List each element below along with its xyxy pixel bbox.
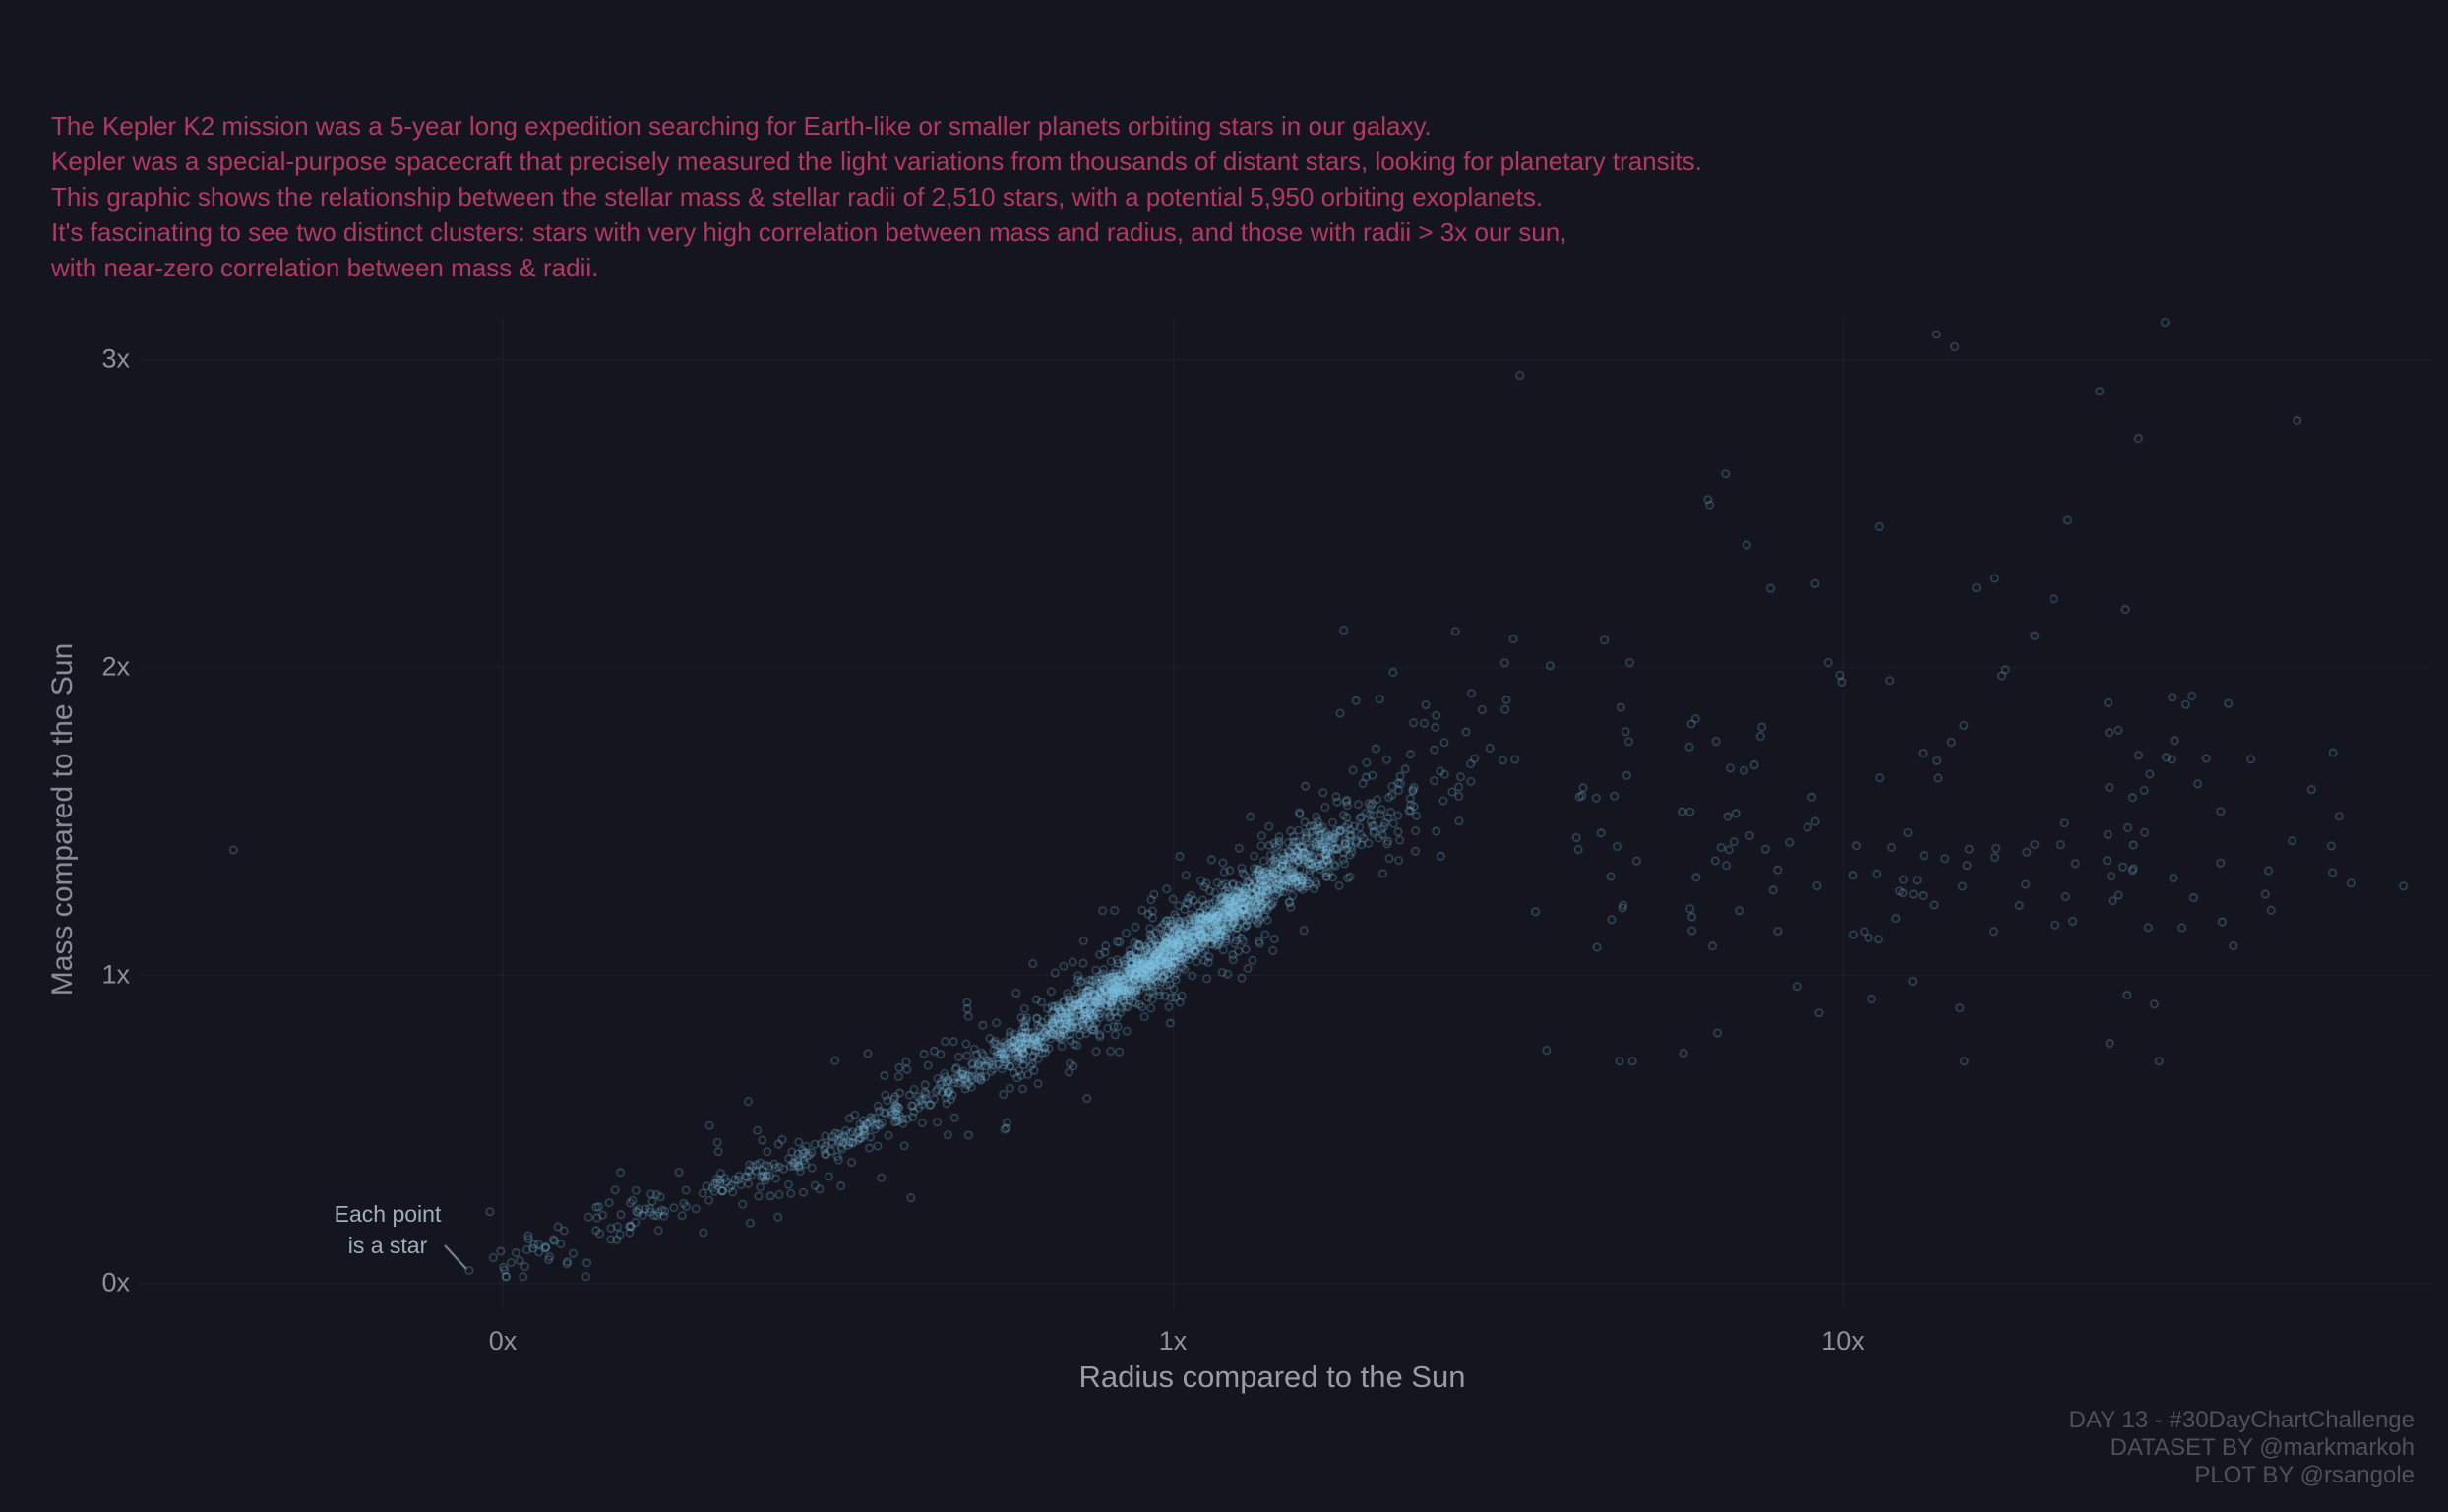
x-tick-label-1x: 1x [1158,1326,1188,1356]
chart-intro-text: The Kepler K2 mission was a 5-year long … [51,108,1702,285]
intro-line-3: This graphic shows the relationship betw… [51,182,1544,212]
y-tick-label-3x: 3x [101,343,130,374]
y-tick-label-1x: 1x [101,959,130,990]
y-tick-label-0x: 0x [101,1267,130,1298]
annotation-line-2: is a star [347,1233,428,1258]
intro-line-5: with near-zero correlation between mass … [51,253,599,282]
point-annotation: Each point is a star [335,1198,442,1261]
annotation-line-1: Each point [334,1201,442,1227]
credit-day: DAY 13 - #30DayChartChallenge [2068,1407,2415,1433]
x-tick-label-10x: 10x [1821,1326,1865,1356]
credit-dataset: DATASET BY @markmarkoh [2110,1434,2415,1461]
credits: DAY 13 - #30DayChartChallenge DATASET BY… [2069,1407,2415,1489]
y-tick-label-2x: 2x [101,651,130,682]
credit-plot: PLOT BY @rsangole [2194,1462,2415,1488]
intro-line-1: The Kepler K2 mission was a 5-year long … [51,111,1432,141]
x-tick-label-0x: 0x [488,1326,518,1356]
y-axis-title: Mass compared to the Sun [46,642,79,997]
intro-line-2: Kepler was a special-purpose spacecraft … [51,147,1702,176]
intro-line-4: It's fascinating to see two distinct clu… [51,217,1567,247]
x-axis-title: Radius compared to the Sun [1078,1360,1466,1394]
